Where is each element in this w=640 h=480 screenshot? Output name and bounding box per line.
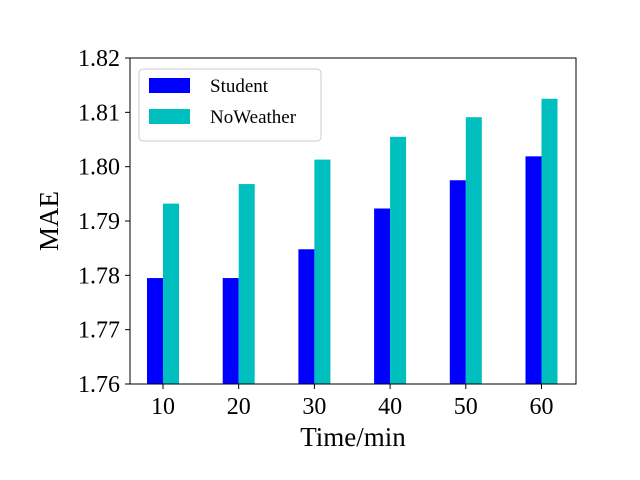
x-tick-label: 10 [151,394,175,420]
bar-noweather-40 [390,136,407,384]
bar-noweather-20 [238,184,255,384]
bar-student-50 [449,180,466,384]
x-axis-label: Time/min [300,422,406,452]
y-tick-label: 1.76 [78,372,120,398]
y-tick-label: 1.78 [78,263,120,289]
bar-noweather-10 [163,203,179,384]
y-axis: 1.76 1.77 1.78 1.79 1.80 1.81 1.82 [78,46,130,398]
x-tick-label: 30 [302,394,326,420]
y-tick-label: 1.77 [78,318,120,344]
legend-label-noweather: NoWeather [210,107,297,128]
legend-label-student: Student [210,76,269,97]
x-tick-label: 40 [378,394,402,420]
x-tick-label: 60 [530,394,554,420]
y-axis-label: MAE [34,191,64,251]
bar-student-10 [147,278,163,384]
bar-student-20 [222,278,239,384]
bar-noweather-30 [314,159,331,384]
bar-student-60 [525,156,542,384]
y-tick-label: 1.81 [78,100,120,126]
bar-student-40 [374,208,391,384]
x-tick-label: 20 [227,394,251,420]
bar-noweather-60 [541,98,558,384]
bar-student-30 [298,249,315,384]
bar-noweather-50 [465,117,482,385]
x-axis: 10 20 30 40 50 60 [151,384,554,420]
bars-group [147,98,558,385]
y-tick-label: 1.79 [78,209,120,235]
legend: Student NoWeather [138,68,322,142]
legend-swatch-student [149,78,190,93]
y-tick-label: 1.82 [78,46,120,72]
y-tick-label: 1.80 [78,155,120,181]
x-tick-label: 50 [454,394,478,420]
legend-swatch-noweather [149,109,190,124]
